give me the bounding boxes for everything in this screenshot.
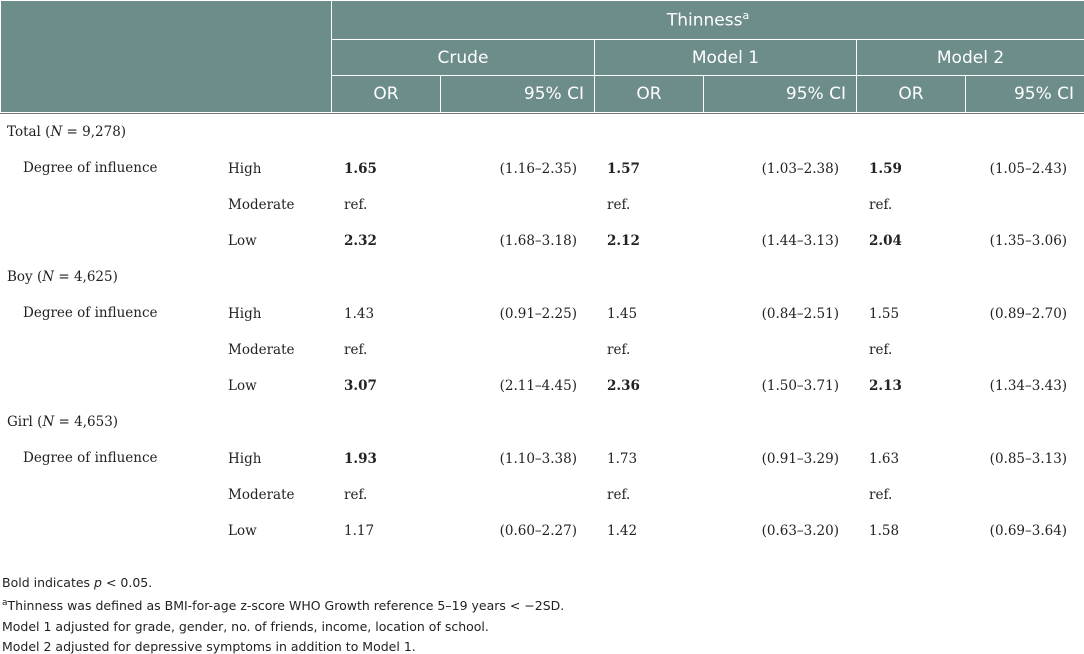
header-model-1: Model 1 — [594, 39, 857, 76]
ci-cell: (0.60–2.27) — [440, 512, 595, 549]
ci-cell: (0.69–3.64) — [964, 512, 1084, 549]
ci-cell: (1.34–3.43) — [964, 367, 1084, 404]
header-or: OR — [594, 75, 704, 113]
table-row: Degree of influence High 1.93 (1.10–3.38) 1.… — [0, 440, 1084, 549]
level-label: High — [187, 295, 332, 332]
odds-ratio-cell: 2.32 — [331, 222, 441, 259]
odds-ratio-cell: ref. — [594, 331, 704, 368]
ci-cell: (1.03–2.38) — [703, 150, 857, 187]
group-header: Boy (N = 4,625) — [0, 258, 1084, 296]
odds-ratio-cell: ref. — [594, 186, 704, 223]
ci-cell — [440, 186, 595, 223]
odds-ratio-cell: 1.93 — [331, 440, 441, 477]
ci-cell: (0.91–3.29) — [703, 440, 857, 477]
header-or: OR — [856, 75, 966, 113]
ci-cell: (1.10–3.38) — [440, 440, 595, 477]
footnote-model2: Model 2 adjusted for depressive symptoms… — [2, 639, 416, 654]
ci-cell — [440, 476, 595, 513]
odds-ratio-cell: 1.42 — [594, 512, 704, 549]
header-ci: 95% CI — [703, 75, 857, 113]
ci-cell — [964, 331, 1084, 368]
footnote-model1: Model 1 adjusted for grade, gender, no. … — [2, 619, 489, 634]
results-table: Thinnessa Crude Model 1 Model 2 OR 95% C… — [0, 0, 1084, 113]
group-header: Girl (N = 4,653) — [0, 403, 1084, 441]
ci-cell: (1.05–2.43) — [964, 150, 1084, 187]
level-label: Low — [187, 367, 332, 404]
table-row: Low 2.32 (1.68–3.18) 2.12 (1.44–3.13) 2.04 (1.… — [1, 222, 1084, 259]
header-thinness: Thinnessa — [330, 0, 1084, 40]
table-row: Low 1.17 (0.60–2.27) 1.42 (0.63–3.20) 1.58 (0.… — [1, 512, 1084, 549]
header-model-2: Model 2 — [855, 39, 1084, 76]
factor-label: Degree of influence — [0, 295, 188, 404]
ci-cell: (1.68–3.18) — [440, 222, 595, 259]
odds-ratio-cell: 1.59 — [856, 150, 966, 187]
level-label: Low — [187, 222, 332, 259]
odds-ratio-cell: 1.55 — [856, 295, 966, 332]
ci-cell: (1.35–3.06) — [964, 222, 1084, 259]
ci-cell — [964, 476, 1084, 513]
ci-cell: (0.63–3.20) — [703, 512, 857, 549]
footnote-thinness: aThinness was defined as BMI-for-age z-s… — [2, 598, 565, 614]
level-label: Low — [187, 512, 332, 549]
odds-ratio-cell: ref. — [331, 331, 441, 368]
odds-ratio-cell: 2.13 — [856, 367, 966, 404]
table-row: Degree of influence High 1.43 (0.91–2.25) 1.… — [0, 295, 1084, 404]
results-body: Total (N = 9,278) Degree of influence High… — [0, 113, 1084, 549]
odds-ratio-cell: 1.45 — [594, 295, 704, 332]
ci-cell — [703, 331, 857, 368]
odds-ratio-cell: 1.43 — [331, 295, 441, 332]
header-ci: 95% CI — [964, 75, 1084, 113]
odds-ratio-cell: 2.04 — [856, 222, 966, 259]
level-label: Moderate — [187, 186, 332, 223]
odds-ratio-cell: 1.65 — [331, 150, 441, 187]
ci-cell: (0.85–3.13) — [964, 440, 1084, 477]
odds-ratio-cell: 1.17 — [331, 512, 441, 549]
odds-ratio-cell: 1.57 — [594, 150, 704, 187]
table-row: Low 3.07 (2.11–4.45) 2.36 (1.50–3.71) 2.13 (1.… — [1, 367, 1084, 404]
ci-cell: (1.16–2.35) — [440, 150, 595, 187]
odds-ratio-cell: 2.12 — [594, 222, 704, 259]
level-label: Moderate — [187, 476, 332, 513]
ci-cell — [440, 331, 595, 368]
table-row: Degree of influence High 1.65 (1.16–2.35) 1.… — [0, 150, 1084, 259]
table-row: Moderate ref. ref. ref. — [1, 186, 1084, 223]
footnote-bold: Bold indicates p < 0.05. — [2, 575, 153, 590]
odds-ratio-cell: ref. — [594, 476, 704, 513]
level-label: Moderate — [187, 331, 332, 368]
ci-cell: (0.91–2.25) — [440, 295, 595, 332]
ci-cell — [964, 186, 1084, 223]
ci-cell — [703, 476, 857, 513]
odds-ratio-cell: 2.36 — [594, 367, 704, 404]
odds-ratio-cell: 3.07 — [331, 367, 441, 404]
group-header: Total (N = 9,278) — [0, 113, 1084, 151]
level-label: High — [187, 150, 332, 187]
factor-label: Degree of influence — [0, 150, 188, 259]
header-corner — [0, 0, 332, 113]
level-label: High — [187, 440, 332, 477]
header-ci: 95% CI — [440, 75, 595, 113]
odds-ratio-cell: ref. — [331, 186, 441, 223]
odds-ratio-cell: 1.58 — [856, 512, 966, 549]
ci-cell: (0.89–2.70) — [964, 295, 1084, 332]
odds-ratio-cell: ref. — [331, 476, 441, 513]
odds-ratio-cell: ref. — [856, 331, 966, 368]
ci-cell: (0.84–2.51) — [703, 295, 857, 332]
odds-ratio-cell: ref. — [856, 186, 966, 223]
header-or: OR — [331, 75, 441, 113]
ci-cell: (1.44–3.13) — [703, 222, 857, 259]
header-model-crude: Crude — [331, 39, 595, 76]
odds-ratio-cell: 1.63 — [856, 440, 966, 477]
table-row: Moderate ref. ref. ref. — [1, 331, 1084, 368]
ci-cell: (2.11–4.45) — [440, 367, 595, 404]
ci-cell: (1.50–3.71) — [703, 367, 857, 404]
ci-cell — [703, 186, 857, 223]
factor-label: Degree of influence — [0, 440, 188, 549]
odds-ratio-cell: ref. — [856, 476, 966, 513]
odds-ratio-cell: 1.73 — [594, 440, 704, 477]
